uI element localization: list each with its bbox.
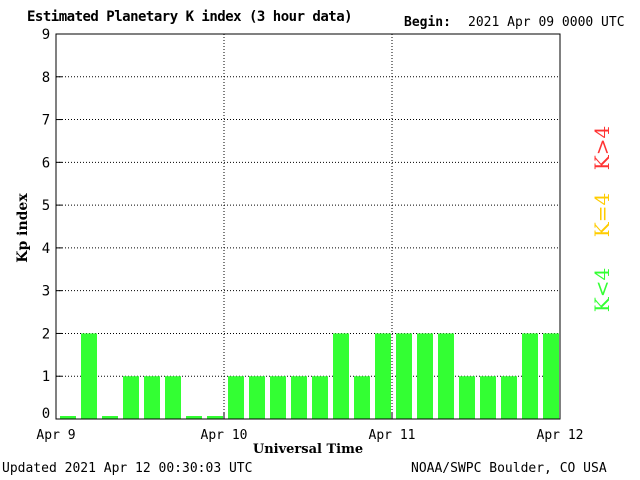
x-axis-label: Universal Time xyxy=(253,442,363,457)
plot-frame xyxy=(55,33,561,420)
bar xyxy=(60,416,76,419)
bar xyxy=(312,376,328,419)
source-label: NOAA/SWPC Boulder, CO USA xyxy=(411,461,607,476)
y-tick-label: 4 xyxy=(42,241,50,257)
y-axis-label: Kp index xyxy=(15,193,31,263)
x-tick-label: Apr 10 xyxy=(201,428,248,443)
y-tick-label: 2 xyxy=(42,326,50,342)
bar xyxy=(207,416,223,419)
bar xyxy=(228,376,244,419)
y-tick-label: 9 xyxy=(42,27,50,43)
y-tick-label: 3 xyxy=(42,284,50,300)
bar xyxy=(123,376,139,419)
bar xyxy=(291,376,307,419)
x-tick-label: Apr 12 xyxy=(537,428,584,443)
y-tick-label: 7 xyxy=(42,113,50,129)
bar xyxy=(354,376,370,419)
y-tick-label: 0 xyxy=(42,406,50,422)
bar xyxy=(501,376,517,419)
bars xyxy=(60,333,559,419)
x-tick-label: Apr 11 xyxy=(369,428,416,443)
x-tick-label: Apr 9 xyxy=(36,428,75,443)
x-ticks: Apr 9 Apr 10 Apr 11 Apr 12 xyxy=(36,413,583,443)
y-ticks: 0 1 2 3 4 5 6 7 8 9 xyxy=(42,27,62,422)
y-tick-label: 1 xyxy=(42,369,50,385)
bar xyxy=(438,333,454,419)
bar xyxy=(522,333,538,419)
bar xyxy=(165,376,181,419)
bar xyxy=(144,376,160,419)
bar xyxy=(102,416,118,419)
begin-value: 2021 Apr 09 0000 UTC xyxy=(468,15,625,30)
bar xyxy=(333,333,349,419)
legend-item: K=4 xyxy=(590,193,614,237)
y-tick-label: 5 xyxy=(42,198,50,214)
y-tick-label: 8 xyxy=(42,70,50,86)
bar xyxy=(186,416,202,419)
bar xyxy=(375,333,391,419)
chart-title: Estimated Planetary K index (3 hour data… xyxy=(27,9,353,25)
bar xyxy=(81,333,97,419)
bar xyxy=(480,376,496,419)
legend-item: K<4 xyxy=(590,268,614,312)
bar xyxy=(459,376,475,419)
grid-lines xyxy=(56,34,560,419)
updated-timestamp: Updated 2021 Apr 12 00:30:03 UTC xyxy=(2,461,253,476)
y-tick-label: 6 xyxy=(42,155,50,171)
legend: K>4 K=4 K<4 xyxy=(590,126,614,312)
bar xyxy=(249,376,265,419)
bar xyxy=(417,333,433,419)
bar xyxy=(270,376,286,419)
bar xyxy=(543,333,559,419)
begin-label: Begin: xyxy=(404,15,451,30)
bar xyxy=(396,333,412,419)
legend-item: K>4 xyxy=(590,126,614,170)
